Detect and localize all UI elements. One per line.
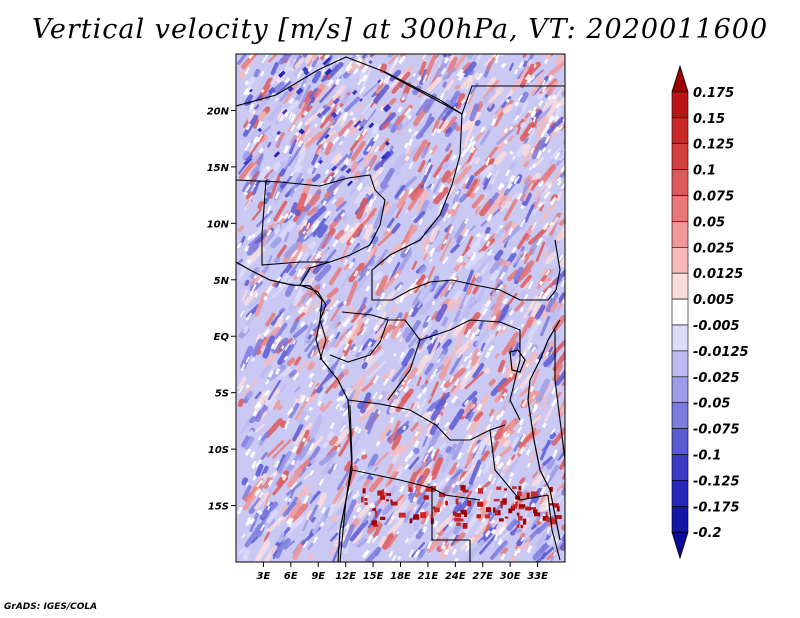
colorbar-top-arrow	[671, 64, 689, 93]
country-borders	[236, 56, 565, 562]
colorbar-label: -0.005	[693, 319, 740, 334]
lon-tick-label: 12E	[335, 571, 356, 582]
colorbar-swatch	[671, 272, 689, 300]
lat-tick-label: 15S	[208, 502, 229, 513]
lat-tick-label: 5S	[215, 389, 229, 400]
lon-tick-label: 15E	[363, 571, 384, 582]
colorbar-label: -0.175	[693, 500, 740, 515]
colorbar-label: -0.1	[693, 449, 721, 464]
lon-tick-label: 24E	[445, 571, 466, 582]
colorbar-swatch	[671, 143, 689, 170]
colorbar-swatch	[671, 428, 689, 455]
lon-tick-label: 18E	[390, 571, 411, 582]
colorbar-swatch	[671, 480, 689, 507]
colorbar-swatch	[671, 169, 689, 196]
colorbar-label: 0.025	[693, 241, 734, 256]
lon-tick-label: 30E	[500, 571, 521, 582]
colorbar-swatch	[671, 376, 689, 403]
lat-tick-label: 15N	[207, 163, 230, 174]
colorbar-swatch	[671, 298, 689, 326]
colorbar-swatch	[671, 195, 689, 222]
lon-tick-label: 21E	[418, 571, 439, 582]
colorbar-label: -0.2	[693, 526, 721, 541]
lon-tick-label: 33E	[527, 571, 548, 582]
map-title: Vertical velocity [m/s] at 300hPa, VT: 2…	[31, 14, 769, 45]
colorbar-label: 0.15	[693, 112, 725, 127]
colorbar-label: 0.005	[693, 293, 734, 308]
colorbar-label: 0.175	[693, 86, 734, 101]
colorbar-label: 0.125	[693, 138, 734, 153]
longitude-axis: 3E 6E 9E 12E 15E 18E 21E 24E 27E 30E 33E	[257, 562, 548, 582]
colorbar-label: 0.1	[693, 164, 716, 179]
colorbar-swatch	[671, 350, 689, 378]
lat-tick-label: 20N	[207, 106, 230, 117]
coastline	[236, 261, 561, 562]
lon-tick-label: 27E	[472, 571, 493, 582]
colorbar-label: -0.025	[693, 371, 740, 386]
colorbar-label: 0.075	[693, 190, 734, 205]
colorbar-swatch	[671, 91, 689, 119]
colorbar-swatch	[671, 221, 689, 248]
colorbar-label: -0.05	[693, 397, 730, 412]
colorbar-swatch	[671, 324, 689, 352]
colorbar-bottom-arrow	[671, 531, 689, 560]
grads-credit: GrADS: IGES/COLA	[4, 602, 98, 612]
lat-tick-label: EQ	[214, 332, 230, 343]
lon-tick-label: 6E	[284, 571, 298, 582]
colorbar-swatch	[671, 402, 689, 429]
colorbar-swatch	[671, 117, 689, 145]
colorbar-swatch	[671, 454, 689, 481]
lon-tick-label: 9E	[311, 571, 325, 582]
lat-tick-label: 10N	[207, 219, 230, 230]
lat-tick-label: 10S	[208, 445, 229, 456]
colorbar-label: 0.0125	[693, 267, 743, 282]
lon-tick-label: 3E	[257, 571, 271, 582]
colorbar-label: -0.125	[693, 474, 740, 489]
latitude-axis: 20N 15N 10N 5N EQ 5S 10S 15S	[207, 106, 236, 513]
colorbar: 0.175 0.15 0.125 0.1 0.075 0.05 0.025 0.0125 0.0…	[671, 64, 749, 560]
colorbar-label: -0.0125	[693, 345, 749, 360]
colorbar-swatch	[671, 247, 689, 274]
lat-tick-label: 5N	[214, 276, 230, 287]
colorbar-label: 0.05	[693, 215, 725, 230]
vertical-velocity-field	[236, 54, 565, 562]
colorbar-swatch	[671, 505, 689, 533]
colorbar-label: -0.075	[693, 423, 740, 438]
